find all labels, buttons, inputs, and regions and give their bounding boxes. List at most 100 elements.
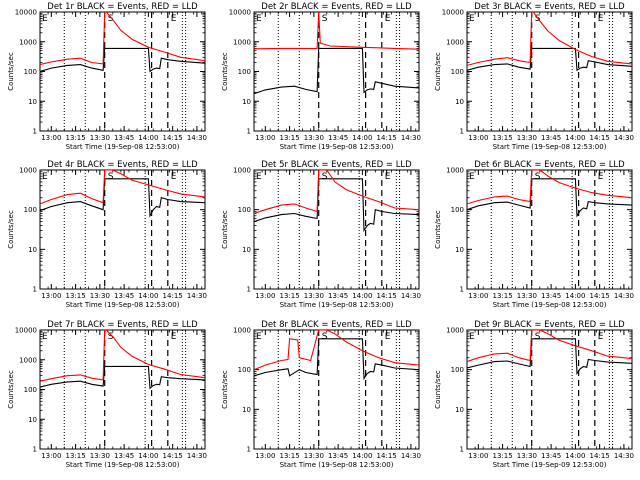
x-axis-label: Start Time (19-Sep-08 12:53:00) [280, 461, 394, 469]
y-tick-label: 100 [238, 366, 251, 374]
annotation-edge-e: E [42, 14, 48, 24]
y-tick-label: 1 [33, 128, 37, 136]
y-tick-label: 1000 [233, 327, 251, 335]
annotation-s: S [322, 14, 328, 24]
plot-det-3r: Det 3r BLACK = Events, RED = LLD 1 10 100 10… [434, 2, 634, 151]
x-tick-label: 13:00 [41, 452, 61, 460]
plot-title: Det 1r BLACK = Events, RED = LLD [47, 2, 198, 12]
y-tick-label: 100 [24, 68, 37, 76]
plot-title: Det 9r BLACK = Events, RED = LLD [474, 320, 625, 330]
x-tick-label: 13:30 [304, 292, 324, 300]
x-tick-label: 14:00 [138, 134, 158, 142]
y-tick-label: 1 [460, 286, 464, 294]
annotation-e: E [385, 332, 391, 342]
annotation-s: S [108, 332, 114, 342]
y-tick-label: 10000 [229, 9, 251, 17]
x-axis-label: Start Time (19-Sep-09 12:53:00) [493, 461, 607, 469]
x-tick-label: 14:15 [377, 134, 397, 142]
x-tick-label: 13:15 [65, 452, 85, 460]
y-tick-label: 1000 [233, 167, 251, 175]
y-tick-label: 10 [242, 246, 251, 254]
x-tick-label: 14:15 [590, 452, 610, 460]
plot-det-5r: Det 5r BLACK = Events, RED = LLD 1 10 100 10… [221, 160, 421, 309]
x-tick-label: 14:15 [163, 292, 183, 300]
plot-frame [253, 169, 420, 290]
y-tick-label: 1 [247, 446, 251, 454]
annotation-e: E [171, 332, 177, 342]
plot-title: Det 4r BLACK = Events, RED = LLD [47, 160, 198, 170]
y-axis-label: Counts/sec [434, 210, 442, 249]
x-tick-label: 14:00 [138, 292, 158, 300]
annotation-s: S [322, 332, 328, 342]
y-tick-label: 10 [455, 406, 464, 414]
y-axis-label: Counts/sec [7, 210, 15, 249]
series-events-line [467, 338, 632, 376]
y-axis-label: Counts/sec [7, 52, 15, 91]
plot-frame [466, 11, 633, 132]
y-tick-label: 1 [460, 128, 464, 136]
y-tick-label: 1000 [19, 356, 37, 364]
y-axis-label: Counts/sec [221, 52, 229, 91]
x-tick-label: 13:30 [517, 134, 537, 142]
x-tick-label: 13:30 [304, 134, 324, 142]
x-tick-label: 13:15 [492, 134, 512, 142]
x-tick-label: 14:15 [163, 134, 183, 142]
y-tick-label: 10 [28, 98, 37, 106]
series-events-line [40, 365, 205, 390]
plot-det-1r: Det 1r BLACK = Events, RED = LLD 1 10 100 10… [7, 2, 207, 151]
x-tick-label: 13:45 [114, 134, 134, 142]
annotation-s: S [108, 14, 114, 24]
x-tick-label: 14:00 [565, 134, 585, 142]
plot-det-4r: Det 4r BLACK = Events, RED = LLD 1 10 100 10… [7, 160, 207, 309]
x-tick-label: 13:15 [279, 452, 299, 460]
x-tick-label: 13:15 [65, 134, 85, 142]
annotation-e: E [385, 14, 391, 24]
x-tick-label: 13:15 [65, 292, 85, 300]
y-tick-label: 10000 [15, 327, 37, 335]
y-tick-label: 1 [33, 286, 37, 294]
series-lld-line [40, 12, 205, 66]
annotation-s: S [535, 172, 541, 182]
x-tick-label: 13:00 [468, 134, 488, 142]
x-tick-label: 14:00 [565, 452, 585, 460]
x-tick-label: 14:30 [187, 292, 207, 300]
annotation-edge-e: E [256, 14, 262, 24]
x-tick-label: 13:00 [41, 134, 61, 142]
annotation-e: E [598, 332, 604, 342]
x-tick-label: 14:15 [377, 292, 397, 300]
x-tick-label: 14:15 [163, 452, 183, 460]
annotation-edge-e: E [469, 332, 475, 342]
y-tick-label: 1000 [446, 167, 464, 175]
plot-frame [39, 11, 206, 132]
x-tick-label: 13:00 [41, 292, 61, 300]
x-tick-label: 14:15 [590, 292, 610, 300]
series-events-line [254, 338, 419, 381]
y-tick-label: 1000 [446, 327, 464, 335]
x-tick-label: 13:45 [541, 292, 561, 300]
y-tick-label: 10 [28, 246, 37, 254]
series-events-line [254, 178, 419, 233]
plot-det-7r: Det 7r BLACK = Events, RED = LLD 1 10 100 10… [7, 320, 207, 469]
annotation-edge-e: E [42, 172, 48, 182]
annotation-e: E [171, 14, 177, 24]
y-tick-label: 100 [451, 366, 464, 374]
annotation-edge-e: E [42, 332, 48, 342]
series-events-line [254, 47, 419, 95]
series-lld-line [254, 12, 419, 50]
series-lld-line [467, 12, 632, 66]
x-tick-label: 13:30 [90, 292, 110, 300]
x-tick-label: 13:45 [114, 452, 134, 460]
x-tick-label: 13:45 [328, 452, 348, 460]
x-tick-label: 14:30 [401, 292, 421, 300]
plot-det-9r: Det 9r BLACK = Events, RED = LLD 1 10 100 10… [434, 320, 634, 469]
y-tick-label: 1000 [233, 38, 251, 46]
x-tick-label: 14:00 [565, 292, 585, 300]
plot-det-8r: Det 8r BLACK = Events, RED = LLD 1 10 100 10… [221, 320, 421, 469]
y-tick-label: 100 [24, 206, 37, 214]
x-tick-label: 13:45 [328, 292, 348, 300]
series-lld-line [254, 330, 419, 371]
series-lld-line [40, 330, 205, 382]
y-tick-label: 1 [33, 446, 37, 454]
x-tick-label: 14:30 [614, 292, 634, 300]
